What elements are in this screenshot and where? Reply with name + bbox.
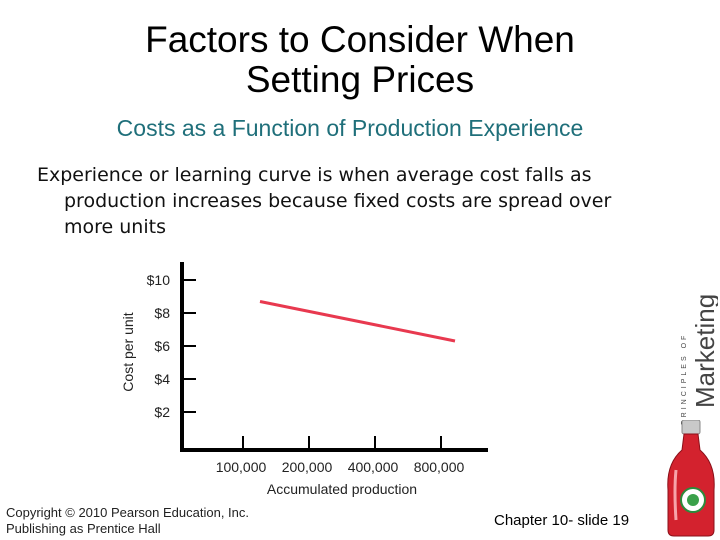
body-paragraph: Experience or learning curve is when ave…: [37, 164, 612, 238]
slide-subtitle: Costs as a Function of Production Experi…: [116, 115, 584, 141]
x-ticks: 100,000 200,000 400,000 800,000: [216, 436, 465, 475]
y-axis-label: Cost per unit: [120, 312, 136, 391]
brand-large-text: Marketing: [690, 294, 718, 408]
bottle-cap: [681, 420, 701, 435]
y-tick-label: $6: [154, 338, 170, 354]
x-tick-label: 800,000: [414, 459, 465, 475]
brand-small-text: PRINCIPLES OF: [681, 333, 688, 425]
bottle-body: [667, 433, 715, 537]
copyright-line-1: Copyright © 2010 Pearson Education, Inc.: [6, 505, 250, 520]
y-tick-label: $4: [154, 371, 170, 387]
x-axis-label: Accumulated production: [267, 481, 417, 497]
y-axis-label-group: Cost per unit: [120, 312, 136, 391]
bottle-image: [667, 420, 715, 537]
footer-copyright: Copyright © 2010 Pearson Education, Inc.…: [6, 505, 249, 537]
slide-title-line-2: Setting Prices: [245, 59, 475, 100]
x-tick-label: 200,000: [282, 459, 333, 475]
y-tick-label: $8: [154, 305, 170, 321]
bottle-label-inner: [687, 494, 699, 506]
y-ticks: $2 $4 $6 $8 $10: [147, 272, 196, 420]
y-tick-label: $10: [147, 272, 171, 288]
brand-vertical: PRINCIPLES OF Marketing: [681, 294, 718, 425]
slide-title-line-1: Factors to Consider When: [145, 19, 575, 60]
copyright-line-2: Publishing as Prentice Hall: [6, 521, 161, 536]
x-tick-label: 400,000: [348, 459, 399, 475]
footer-chapter-slide: Chapter 10- slide 19: [494, 512, 630, 529]
bottle-highlight: [673, 469, 678, 521]
slide-title: Factors to Consider When Setting Prices: [60, 20, 660, 100]
x-tick-label: 100,000: [216, 459, 267, 475]
series-line-cost: [259, 300, 456, 343]
learning-curve-chart: Cost per unit $2 $4 $6 $8 $10 100,000 200,000…: [120, 262, 488, 497]
y-tick-label: $2: [154, 404, 170, 420]
